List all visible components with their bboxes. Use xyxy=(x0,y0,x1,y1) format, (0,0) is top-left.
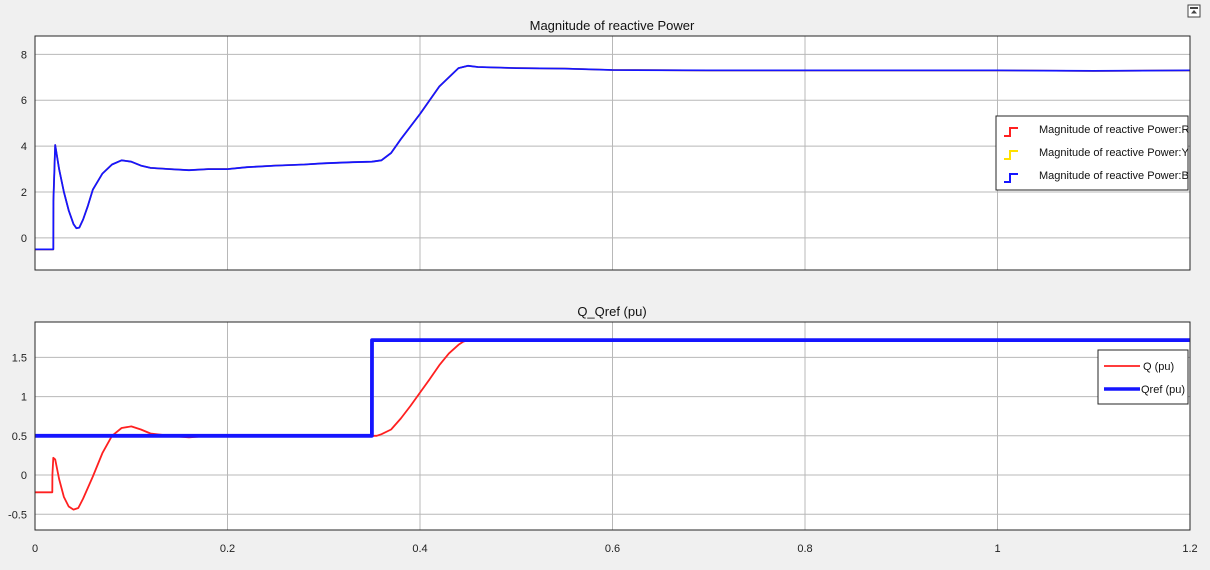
y-tick-label-3: 1 xyxy=(21,392,27,404)
y-tick-label-1: 0 xyxy=(21,470,27,482)
legend-label-qref: Qref (pu) xyxy=(1141,384,1185,396)
x-tick-label-4: 0.8 xyxy=(797,543,812,555)
y-tick-label-0: -0.5 xyxy=(8,509,27,521)
legend-box xyxy=(1097,349,1189,405)
y-tick-label-0: 0 xyxy=(21,233,27,245)
legend-box xyxy=(995,115,1189,191)
legend-label-y: Magnitude of reactive Power:Y xyxy=(1039,147,1189,159)
chart-title: Q_Qref (pu) xyxy=(577,304,646,319)
legend-item-q: Q (pu) xyxy=(1104,361,1174,373)
legend-label-r: Magnitude of reactive Power:R xyxy=(1039,124,1189,136)
y-tick-label-3: 6 xyxy=(21,95,27,107)
reactive-power-plot: 0 2 4 6 8 Magnitude of reactive Power Magnit… xyxy=(21,18,1191,271)
y-tick-label-4: 8 xyxy=(21,49,27,61)
q-qref-plot: -0.5 0 0.5 1 1.5 0 0.2 0.4 0.6 0.8 1 1.2 Q_Qref (pu… xyxy=(8,304,1198,555)
legend-item-qref: Qref (pu) xyxy=(1104,384,1185,396)
x-tick-label-1: 0.2 xyxy=(220,543,235,555)
x-tick-label-3: 0.6 xyxy=(605,543,620,555)
legend-item-r: Magnitude of reactive Power:R xyxy=(1004,124,1189,137)
axes-frame xyxy=(34,35,1191,271)
x-tick-label-0: 0 xyxy=(32,543,38,555)
legend-swatch-y xyxy=(1004,150,1018,160)
chart-title: Magnitude of reactive Power xyxy=(530,18,695,33)
series-lines xyxy=(35,338,1190,511)
y-tick-label-2: 4 xyxy=(21,141,27,153)
x-tick-label-2: 0.4 xyxy=(412,543,427,555)
series-line-1 xyxy=(35,338,1190,438)
legend-label-b: Magnitude of reactive Power:B xyxy=(1039,170,1189,182)
y-tick-label-1: 2 xyxy=(21,187,27,199)
legend-swatch-b xyxy=(1004,173,1018,183)
y-tick-label-4: 1.5 xyxy=(12,352,27,364)
tick-labels: -0.5 0 0.5 1 1.5 0 0.2 0.4 0.6 0.8 1 1.2 xyxy=(8,352,1198,555)
series-lines xyxy=(35,64,1191,251)
legend-item-b: Magnitude of reactive Power:B xyxy=(1004,170,1189,183)
legend-swatch-r xyxy=(1004,127,1018,137)
tick-labels: 0 2 4 6 8 xyxy=(21,49,27,245)
legend[interactable]: Magnitude of reactive Power:R Magnitude … xyxy=(995,115,1189,191)
restore-window-icon[interactable] xyxy=(1187,4,1201,18)
legend-label-q: Q (pu) xyxy=(1143,361,1174,373)
legend[interactable]: Q (pu) Qref (pu) xyxy=(1097,349,1189,405)
legend-item-y: Magnitude of reactive Power:Y xyxy=(1004,147,1189,160)
series-line-2 xyxy=(35,64,1191,251)
axes-frame xyxy=(34,321,1191,531)
y-tick-label-2: 0.5 xyxy=(12,431,27,443)
x-tick-label-5: 1 xyxy=(994,543,1000,555)
x-tick-label-6: 1.2 xyxy=(1182,543,1197,555)
